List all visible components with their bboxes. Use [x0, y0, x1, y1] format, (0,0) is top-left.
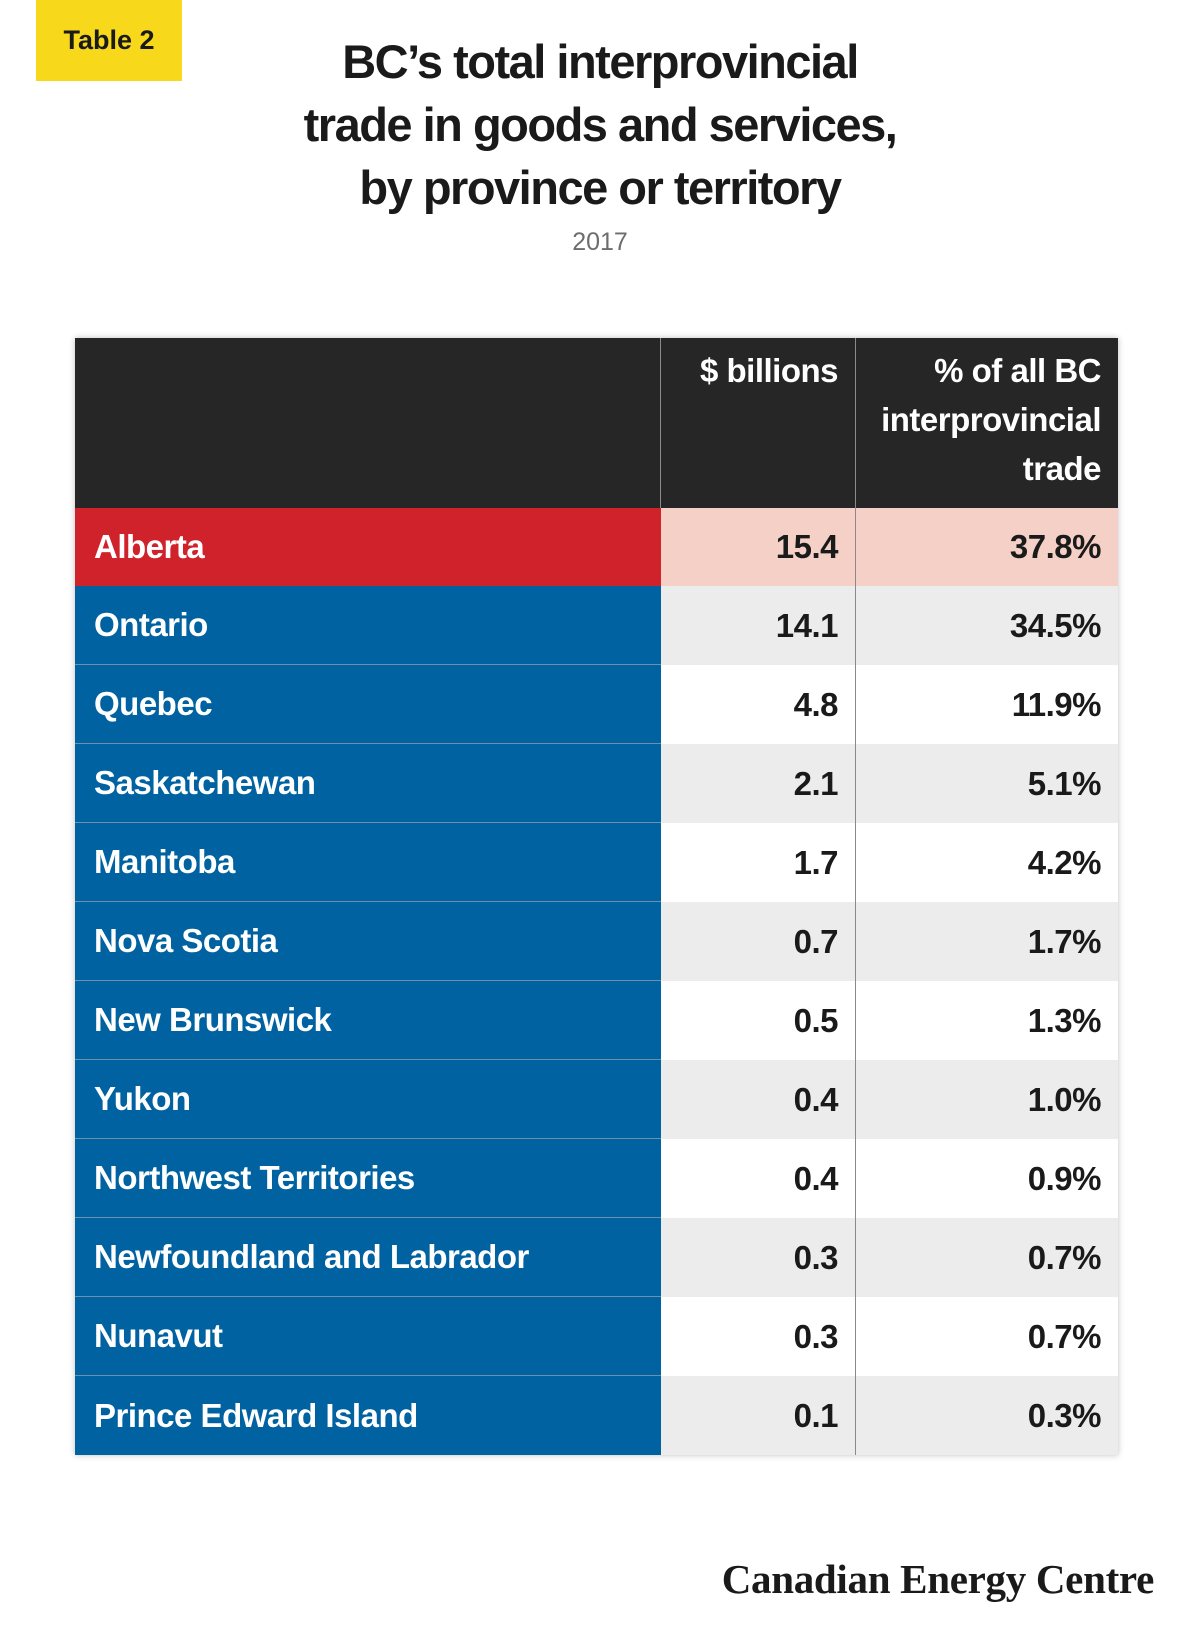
- province-name-cell: Manitoba: [75, 823, 661, 902]
- percent-value-cell: 37.8%: [856, 508, 1118, 586]
- province-name-cell: New Brunswick: [75, 981, 661, 1060]
- table-row: Nova Scotia 0.7 1.7%: [75, 902, 1118, 981]
- percent-value-cell: 4.2%: [856, 823, 1118, 902]
- billions-value-cell: 0.4: [661, 1139, 856, 1218]
- province-name-cell: Quebec: [75, 665, 661, 744]
- percent-value-cell: 1.3%: [856, 981, 1118, 1060]
- percent-value-cell: 5.1%: [856, 744, 1118, 823]
- title-line: by province or territory: [359, 161, 842, 214]
- billions-value-cell: 2.1: [661, 744, 856, 823]
- header-percent-label: % of all BC interprovincial trade: [881, 346, 1101, 493]
- province-name-cell: Nunavut: [75, 1297, 661, 1376]
- table-number-badge: Table 2: [36, 0, 182, 81]
- header-percent-cell: % of all BC interprovincial trade: [856, 338, 1118, 508]
- province-name-cell: Ontario: [75, 586, 661, 665]
- percent-value-cell: 1.7%: [856, 902, 1118, 981]
- billions-value-cell: 0.3: [661, 1297, 856, 1376]
- table-row: Nunavut 0.3 0.7%: [75, 1297, 1118, 1376]
- table-row: Ontario 14.1 34.5%: [75, 586, 1118, 665]
- header-name-cell: [75, 338, 661, 508]
- billions-value-cell: 0.1: [661, 1376, 856, 1455]
- province-name-cell: Nova Scotia: [75, 902, 661, 981]
- table-row: Yukon 0.4 1.0%: [75, 1060, 1118, 1139]
- percent-value-cell: 1.0%: [856, 1060, 1118, 1139]
- header-percent-line: trade: [1022, 450, 1102, 487]
- percent-value-cell: 34.5%: [856, 586, 1118, 665]
- table-header-row: $ billions % of all BC interprovincial t…: [75, 338, 1118, 508]
- billions-value-cell: 1.7: [661, 823, 856, 902]
- billions-value-cell: 15.4: [661, 508, 856, 586]
- billions-value-cell: 0.5: [661, 981, 856, 1060]
- billions-value-cell: 0.4: [661, 1060, 856, 1139]
- percent-value-cell: 0.3%: [856, 1376, 1118, 1455]
- title-line: BC’s total interprovincial: [342, 35, 859, 88]
- header-billions-cell: $ billions: [661, 338, 856, 508]
- table-row: Newfoundland and Labrador 0.3 0.7%: [75, 1218, 1118, 1297]
- percent-value-cell: 11.9%: [856, 665, 1118, 744]
- table-body: Alberta 15.4 37.8% Ontario 14.1 34.5% Quebec 4.…: [75, 508, 1118, 1455]
- table-row: Quebec 4.8 11.9%: [75, 665, 1118, 744]
- title-line: trade in goods and services,: [303, 98, 898, 151]
- table-row: Manitoba 1.7 4.2%: [75, 823, 1118, 902]
- header-billions-label: $ billions: [699, 352, 839, 389]
- chart-subtitle: 2017: [572, 228, 628, 256]
- chart-title: BC’s total interprovincial trade in good…: [200, 30, 1000, 219]
- province-name-cell: Newfoundland and Labrador: [75, 1218, 661, 1297]
- table-row: Northwest Territories 0.4 0.9%: [75, 1139, 1118, 1218]
- table-row: Saskatchewan 2.1 5.1%: [75, 744, 1118, 823]
- percent-value-cell: 0.9%: [856, 1139, 1118, 1218]
- billions-value-cell: 0.7: [661, 902, 856, 981]
- percent-value-cell: 0.7%: [856, 1218, 1118, 1297]
- province-name-cell: Northwest Territories: [75, 1139, 661, 1218]
- data-table: $ billions % of all BC interprovincial t…: [75, 338, 1118, 1455]
- table-row: Prince Edward Island 0.1 0.3%: [75, 1376, 1118, 1455]
- province-name-cell: Prince Edward Island: [75, 1376, 661, 1455]
- percent-value-cell: 0.7%: [856, 1297, 1118, 1376]
- province-name-cell: Yukon: [75, 1060, 661, 1139]
- billions-value-cell: 14.1: [661, 586, 856, 665]
- billions-value-cell: 4.8: [661, 665, 856, 744]
- header-percent-line: interprovincial: [881, 401, 1101, 438]
- table-row: Alberta 15.4 37.8%: [75, 508, 1118, 586]
- billions-value-cell: 0.3: [661, 1218, 856, 1297]
- province-name-cell: Saskatchewan: [75, 744, 661, 823]
- table-row: New Brunswick 0.5 1.3%: [75, 981, 1118, 1060]
- header-percent-line: % of all BC: [934, 352, 1101, 389]
- canadian-energy-centre-logo: Canadian Energy Centre: [721, 1556, 1155, 1602]
- province-name-cell: Alberta: [75, 508, 661, 586]
